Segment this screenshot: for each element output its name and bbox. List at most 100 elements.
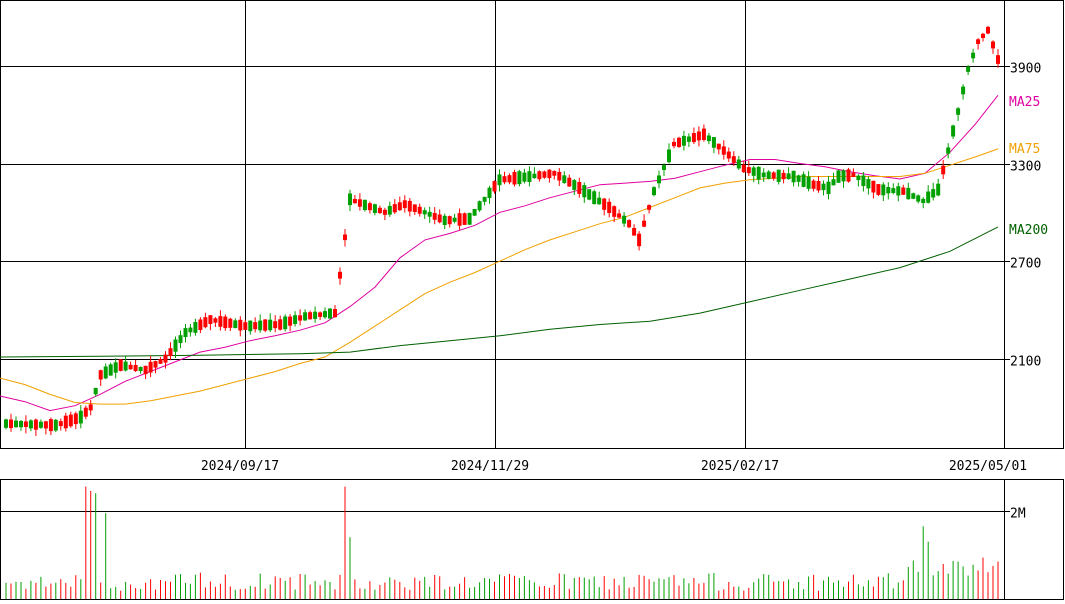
candle-body (98, 370, 103, 380)
candle-body (507, 175, 512, 183)
candle-body (931, 189, 936, 198)
candle-body (133, 365, 138, 372)
candle-body (203, 317, 208, 328)
candle-body (333, 309, 337, 318)
candle-body (841, 170, 846, 182)
candle-body (562, 175, 567, 183)
candle-body (432, 213, 437, 220)
candle-body (617, 213, 622, 218)
candle-body (542, 171, 547, 178)
candle-body (592, 191, 597, 205)
candle-body (716, 143, 721, 150)
candle-body (906, 187, 911, 200)
candle-body (996, 55, 1000, 64)
candle-body (253, 322, 258, 330)
candle-body (213, 318, 218, 323)
date-tick-label: 2025/05/01 (949, 459, 1027, 474)
candle-body (422, 210, 427, 215)
candle-body (756, 166, 761, 180)
candle-body (223, 316, 228, 329)
candle-body (866, 179, 871, 189)
candle-body (512, 171, 517, 185)
candle-body (323, 311, 327, 318)
candle-body (796, 175, 801, 182)
candle-body (298, 315, 303, 321)
candle-body (352, 199, 357, 204)
candle-body (941, 165, 946, 175)
volume-tick-label: 2M (1010, 507, 1026, 522)
candle-body (208, 315, 213, 324)
candle-body (188, 327, 193, 333)
candle-body (901, 187, 906, 195)
candle-body (826, 181, 831, 195)
candle-body (407, 200, 412, 212)
candle-body (856, 175, 861, 181)
candle-body (318, 312, 323, 317)
candle-body (751, 167, 756, 176)
candle-body (58, 421, 63, 427)
candle-body (33, 419, 38, 430)
candle-body (701, 128, 706, 140)
candle-body (68, 414, 73, 427)
price-tick-label: 2700 (1010, 257, 1041, 272)
candle-body (667, 149, 671, 163)
candle-body (652, 187, 656, 196)
candle-body (273, 321, 278, 329)
candle-body (991, 41, 995, 49)
candle-body (163, 354, 168, 363)
candle-body (731, 156, 736, 163)
candle-body (28, 420, 33, 429)
candle-body (622, 215, 627, 224)
candle-body (338, 271, 342, 279)
candle-body (607, 201, 612, 213)
candle-body (293, 315, 298, 324)
candle-body (831, 179, 836, 186)
candle-body (776, 169, 781, 182)
candle-body (343, 234, 347, 241)
candle-body (198, 319, 203, 330)
candle-body (118, 359, 123, 371)
candle-body (447, 216, 452, 225)
candle-body (43, 421, 48, 429)
candle-body (696, 131, 701, 141)
candle-body (397, 202, 402, 211)
candle-body (811, 180, 816, 189)
candle-body (771, 172, 776, 179)
candle-body (572, 180, 577, 190)
candle-body (766, 171, 771, 179)
candle-body (911, 193, 916, 199)
candle-body (148, 361, 153, 373)
candle-body (288, 316, 293, 326)
candle-body (19, 421, 23, 428)
candle-body (452, 217, 457, 222)
candle-body (741, 164, 746, 173)
candle-body (816, 181, 821, 191)
candle-body (602, 198, 607, 210)
ma-label-ma25: MA25 (1009, 95, 1040, 110)
candle-body (283, 316, 288, 330)
candle-body (83, 407, 88, 417)
candle-body (946, 147, 951, 154)
candle-body (357, 199, 362, 207)
candle-body (956, 108, 961, 115)
candle-body (472, 209, 477, 216)
candle-body (781, 172, 786, 180)
price-tick-label: 3900 (1010, 62, 1041, 77)
candle-body (362, 199, 367, 210)
candle-body (228, 318, 233, 328)
candle-body (637, 233, 642, 247)
candle-body (427, 211, 432, 217)
candle-body (871, 180, 876, 193)
candle-body (736, 159, 741, 169)
candle-body (582, 185, 587, 198)
candle-body (926, 191, 931, 203)
candle-body (73, 413, 78, 425)
candle-body (577, 182, 582, 194)
candle-body (976, 39, 981, 44)
candle-body (791, 170, 796, 183)
candle-body (4, 419, 8, 428)
candle-body (437, 214, 442, 223)
candle-body (642, 220, 647, 227)
candle-body (537, 171, 542, 180)
